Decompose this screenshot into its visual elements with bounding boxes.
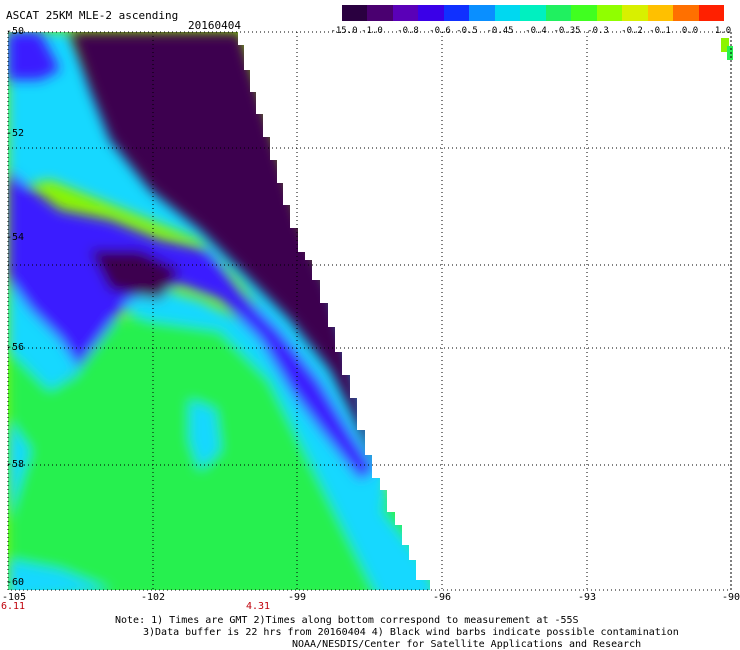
colorbar-swatch — [469, 5, 495, 21]
colorbar-swatch — [367, 5, 393, 21]
colorbar-swatch — [443, 5, 470, 21]
field-cyan-southwest — [8, 420, 30, 520]
field-purple-eddy — [90, 250, 180, 300]
x-axis-label: -96 — [432, 592, 452, 603]
footer-credit: NOAA/NESDIS/Center for Satellite Applica… — [292, 639, 642, 650]
colorbar-swatch — [571, 5, 597, 21]
field-cyan-south — [8, 560, 110, 590]
field-cyan-west — [8, 280, 80, 390]
time-label: 4.31 — [245, 601, 271, 612]
colorbar-label: -0.8 — [397, 26, 419, 36]
map-title: ASCAT 25KM MLE-2 ascending — [6, 9, 179, 22]
field-cyan-band — [90, 280, 430, 590]
colorbar-label: -0.45 — [486, 26, 514, 36]
footer-note-line2: 3)Data buffer is 22 hrs from 20160404 4)… — [143, 627, 679, 638]
colorbar-labels: -15.0 -1.0 -0.8 -0.6 -0.5 -0.45 -0.4 -0.… — [330, 26, 732, 38]
time-label: 6.11 — [0, 601, 26, 612]
colorbar-label: -0.35 — [553, 26, 581, 36]
colorbar-swatch — [418, 5, 444, 21]
field-green — [8, 300, 430, 590]
colorbar-label: -0.6 — [429, 26, 451, 36]
colorbar-label: -15.0 — [330, 26, 358, 36]
colorbar-swatch — [596, 5, 623, 21]
field-cyan — [8, 32, 390, 520]
x-axis-label: -105 — [1, 592, 27, 603]
colorbar-swatch — [392, 5, 419, 21]
colorbar-swatch — [545, 5, 572, 21]
x-axis-label: -93 — [577, 592, 597, 603]
colorbar-swatch — [494, 5, 521, 21]
y-axis-label: -56 — [6, 342, 25, 353]
colorbar-swatch — [647, 5, 674, 21]
colorbar-label: -0.2 — [621, 26, 643, 36]
x-axis-label: -102 — [140, 592, 166, 603]
y-axis-label: -54 — [6, 232, 25, 243]
field-blue-northwest — [8, 32, 60, 80]
colorbar-label: -0.3 — [587, 26, 609, 36]
field-green-patch — [240, 480, 300, 550]
colorbar-label: -0.4 — [525, 26, 547, 36]
field-cyan-patch — [190, 400, 220, 470]
colorbar-label: -0.5 — [456, 26, 478, 36]
x-axis-label: -90 — [721, 592, 740, 603]
field-blue — [8, 170, 375, 480]
field-purple — [70, 32, 380, 470]
colorbar-label: 1.0 — [714, 26, 732, 36]
y-axis-label: -60 — [6, 577, 25, 588]
map-date: 20160404 — [188, 19, 241, 32]
colorbar-swatch — [342, 5, 368, 21]
colorbar-label: 0.0 — [681, 26, 699, 36]
y-axis-label: -52 — [6, 128, 25, 139]
colorbar-swatch — [520, 5, 546, 21]
y-axis-label: -50 — [6, 26, 25, 37]
colorbar-label: -1.0 — [361, 26, 383, 36]
footer-note-line1: Note: 1) Times are GMT 2)Times along bot… — [115, 615, 579, 626]
colorbar-label: -0.1 — [649, 26, 671, 36]
x-axis-label: -99 — [287, 592, 307, 603]
colorbar-swatch — [622, 5, 648, 21]
colorbar — [342, 5, 725, 21]
colorbar-swatch — [698, 5, 725, 21]
colorbar-swatch — [673, 5, 699, 21]
small-data-patch — [721, 38, 733, 60]
y-axis-label: -58 — [6, 459, 25, 470]
